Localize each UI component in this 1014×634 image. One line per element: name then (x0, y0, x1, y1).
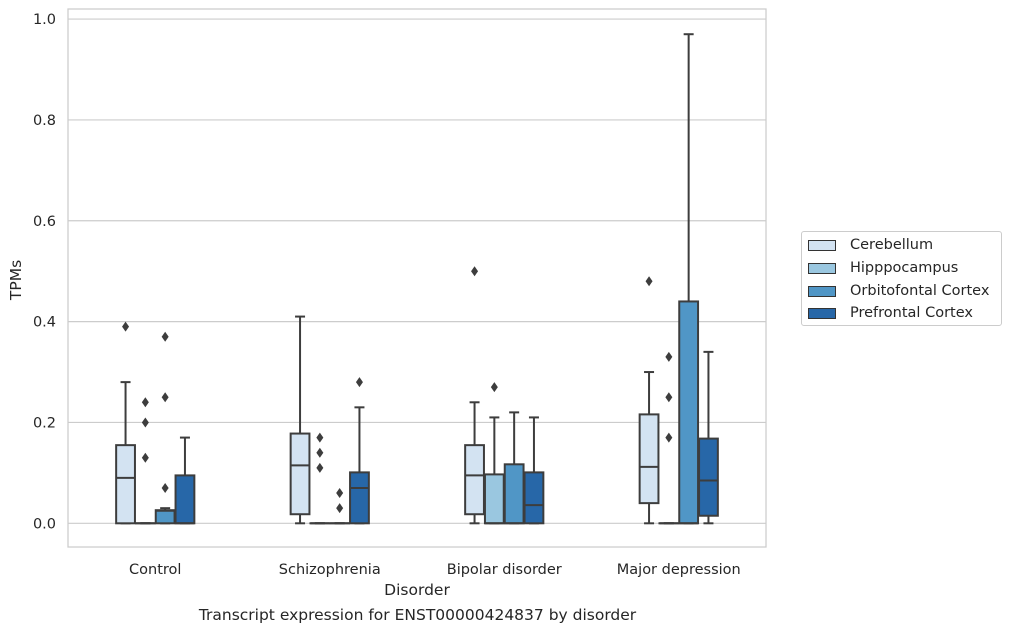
outlier-point (355, 377, 363, 388)
iqr-box (678, 300, 700, 525)
box-3-3 (698, 350, 719, 525)
legend-label-prefrontal: Prefrontal Cortex (850, 305, 973, 321)
box-2-0 (154, 331, 176, 525)
iqr-box (483, 473, 505, 525)
y-tick-label: 0.8 (33, 113, 56, 129)
outlier-point (141, 417, 149, 428)
chart-caption: Transcript expression for ENST0000042483… (198, 606, 637, 624)
box-3-1 (349, 377, 370, 525)
iqr-box (115, 444, 136, 525)
box-0-3 (638, 276, 660, 525)
y-axis-label: TPMs (7, 260, 25, 301)
box-2-1 (329, 488, 351, 525)
outlier-point (665, 351, 673, 362)
outlier-point (161, 331, 169, 342)
box-1-1 (309, 432, 331, 525)
legend-item-cerebellum: Cerebellum (808, 236, 933, 254)
iqr-box (523, 471, 545, 525)
iqr-box (154, 509, 176, 525)
outlier-point (161, 483, 169, 494)
box-3-2 (523, 416, 545, 525)
box-series (115, 33, 719, 525)
iqr-box (698, 437, 719, 517)
iqr-box (349, 471, 370, 525)
outlier-point (336, 488, 344, 499)
y-tick-label: 0.2 (33, 415, 56, 431)
legend-item-orbitofrontal: Orbitofontal Cortex (808, 282, 989, 300)
y-tick-label: 0.6 (33, 214, 56, 230)
iqr-box (289, 432, 311, 516)
legend-label-orbitofrontal: Orbitofontal Cortex (850, 283, 990, 299)
outlier-point (122, 321, 130, 332)
box-0-1 (289, 315, 311, 525)
box-0-2 (464, 266, 485, 525)
iqr-box (464, 444, 485, 516)
x-axis-label: Disorder (384, 581, 450, 599)
outlier-point (316, 447, 324, 458)
outlier-point (336, 503, 344, 514)
x-tick-label: Schizophrenia (279, 562, 381, 578)
box-1-3 (658, 351, 680, 525)
y-tick-label: 0.0 (33, 516, 56, 532)
outlier-point (645, 276, 653, 287)
box-0-0 (115, 321, 136, 525)
outlier-point (665, 392, 673, 403)
outlier-point (316, 462, 324, 473)
iqr-box (503, 463, 525, 525)
box-1-2 (483, 382, 505, 525)
outlier-point (161, 392, 169, 403)
axis-ticks: 0.0 0.2 0.4 0.6 0.8 1.0 Control Schizophrenia Bi… (33, 12, 741, 578)
legend-item-hippocampus: Hipppocampus (808, 259, 958, 277)
iqr-box (174, 474, 196, 525)
plot-frame (67, 8, 767, 548)
outlier-point (490, 382, 498, 393)
y-tick-label: 1.0 (33, 12, 56, 28)
legend-item-prefrontal: Prefrontal Cortex (808, 304, 973, 322)
box-1-0 (134, 397, 156, 525)
x-tick-label: Major depression (617, 562, 741, 578)
legend-swatch-cerebellum (808, 239, 836, 251)
outlier-point (141, 452, 149, 463)
legend-swatch-hippocampus (808, 262, 836, 274)
y-tick-label: 0.4 (33, 315, 56, 331)
box-3-0 (174, 436, 196, 525)
box-2-2 (503, 411, 525, 525)
x-tick-label: Control (129, 562, 181, 578)
outlier-point (316, 432, 324, 443)
legend: Cerebellum Hipppocampus Orbitofontal Cor… (801, 231, 1002, 326)
legend-label-cerebellum: Cerebellum (850, 237, 934, 253)
iqr-box (638, 413, 660, 505)
outlier-point (665, 432, 673, 443)
legend-swatch-prefrontal (808, 307, 836, 319)
grid-lines (68, 18, 766, 524)
outlier-point (471, 266, 479, 277)
x-tick-label: Bipolar disorder (447, 562, 562, 578)
outlier-point (141, 397, 149, 408)
legend-label-hippocampus: Hipppocampus (850, 260, 959, 276)
legend-swatch-orbitofrontal (808, 285, 836, 297)
box-2-3 (678, 33, 700, 525)
